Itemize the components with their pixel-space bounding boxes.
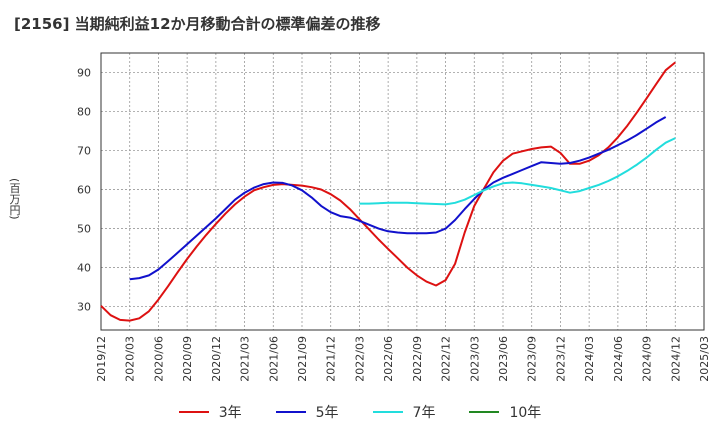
legend-label-10y: 10年 bbox=[509, 405, 542, 421]
x-tick-label: 2023/09 bbox=[526, 336, 539, 382]
y-tick-label: 90 bbox=[77, 67, 91, 80]
x-tick-label: 2023/03 bbox=[468, 336, 481, 382]
legend-label-5y: 5年 bbox=[315, 405, 339, 421]
series-line-2 bbox=[359, 137, 676, 206]
legend-label-3y: 3年 bbox=[218, 405, 242, 421]
chart-title: [2156] 当期純利益12か月移動合計の標準偏差の推移 bbox=[14, 15, 381, 33]
legend-item-3y: 3年 bbox=[178, 402, 242, 422]
x-tick-label: 2021/03 bbox=[239, 336, 252, 382]
legend-item-7y: 7年 bbox=[372, 402, 436, 422]
y-tick-label: 50 bbox=[77, 223, 91, 236]
x-tick-label: 2022/03 bbox=[353, 336, 366, 382]
x-tick-label: 2019/12 bbox=[95, 336, 108, 382]
x-tick-label: 2020/09 bbox=[181, 336, 194, 382]
x-tick-label: 2024/12 bbox=[669, 336, 682, 382]
x-tick-label: 2024/06 bbox=[612, 336, 625, 382]
x-tick-label: 2020/03 bbox=[124, 336, 137, 382]
x-tick-label: 2024/03 bbox=[583, 336, 596, 382]
legend-swatch-5y bbox=[275, 411, 306, 413]
y-tick-label: 70 bbox=[77, 145, 91, 158]
plot-area bbox=[101, 53, 704, 330]
x-tick-label: 2020/12 bbox=[210, 336, 223, 382]
series-line-1 bbox=[129, 116, 667, 281]
legend-swatch-10y bbox=[469, 411, 500, 413]
x-tick-label: 2022/09 bbox=[411, 336, 424, 382]
x-tick-label: 2023/12 bbox=[554, 336, 567, 382]
plot-frame bbox=[100, 52, 705, 331]
y-tick-label: 60 bbox=[77, 184, 91, 197]
legend-item-5y: 5年 bbox=[275, 402, 339, 422]
x-tick-label: 2022/12 bbox=[440, 336, 453, 382]
x-tick-label: 2021/12 bbox=[325, 336, 338, 382]
series-line-0 bbox=[100, 61, 676, 322]
legend-item-10y: 10年 bbox=[469, 402, 541, 422]
legend-label-7y: 7年 bbox=[412, 405, 436, 421]
x-tick-label: 2020/06 bbox=[152, 336, 165, 382]
x-tick-label: 2024/09 bbox=[641, 336, 654, 382]
y-tick-label: 40 bbox=[77, 262, 91, 275]
legend-swatch-3y bbox=[178, 411, 209, 413]
y-axis-label: (百万円) bbox=[8, 178, 21, 220]
x-tick-label: 2021/06 bbox=[267, 336, 280, 382]
x-tick-label: 2023/06 bbox=[497, 336, 510, 382]
x-tick-label: 2021/09 bbox=[296, 336, 309, 382]
x-tick-label: 2022/06 bbox=[382, 336, 395, 382]
legend: 3年 5年 7年 10年 bbox=[0, 402, 720, 422]
legend-swatch-7y bbox=[372, 411, 403, 413]
x-tick-label: 2025/03 bbox=[698, 336, 711, 382]
y-tick-label: 30 bbox=[77, 301, 91, 314]
y-tick-label: 80 bbox=[77, 106, 91, 119]
